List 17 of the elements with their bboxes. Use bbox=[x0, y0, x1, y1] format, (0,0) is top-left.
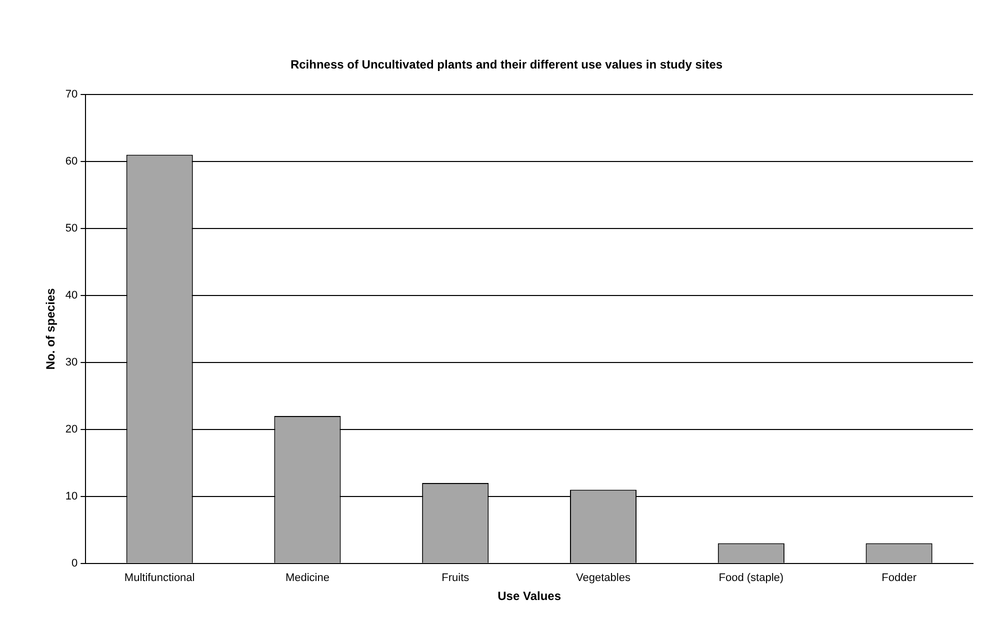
y-tick-label: 60 bbox=[65, 155, 78, 168]
y-tick-label: 70 bbox=[65, 88, 78, 100]
x-axis-title: Use Values bbox=[498, 589, 562, 604]
y-tick-label: 10 bbox=[65, 490, 78, 502]
x-tick-label: Medicine bbox=[285, 572, 330, 584]
y-tick-label: 0 bbox=[72, 557, 78, 570]
y-tick-label: 40 bbox=[65, 289, 78, 302]
x-tick-label: Fodder bbox=[882, 572, 917, 584]
y-tick-label: 30 bbox=[65, 356, 78, 368]
y-axis-title: No. of species bbox=[44, 288, 58, 370]
x-tick-label: Multifunctional bbox=[124, 572, 195, 584]
chart-title: Rcihness of Uncultivated plants and their different use values in study sites bbox=[290, 58, 723, 72]
x-tick-label: Vegetables bbox=[576, 572, 631, 584]
x-tick-label: Fruits bbox=[442, 572, 470, 584]
x-tick-label: Food (staple) bbox=[718, 572, 784, 584]
y-tick-label: 20 bbox=[65, 423, 78, 436]
y-tick-label: 50 bbox=[65, 222, 78, 234]
